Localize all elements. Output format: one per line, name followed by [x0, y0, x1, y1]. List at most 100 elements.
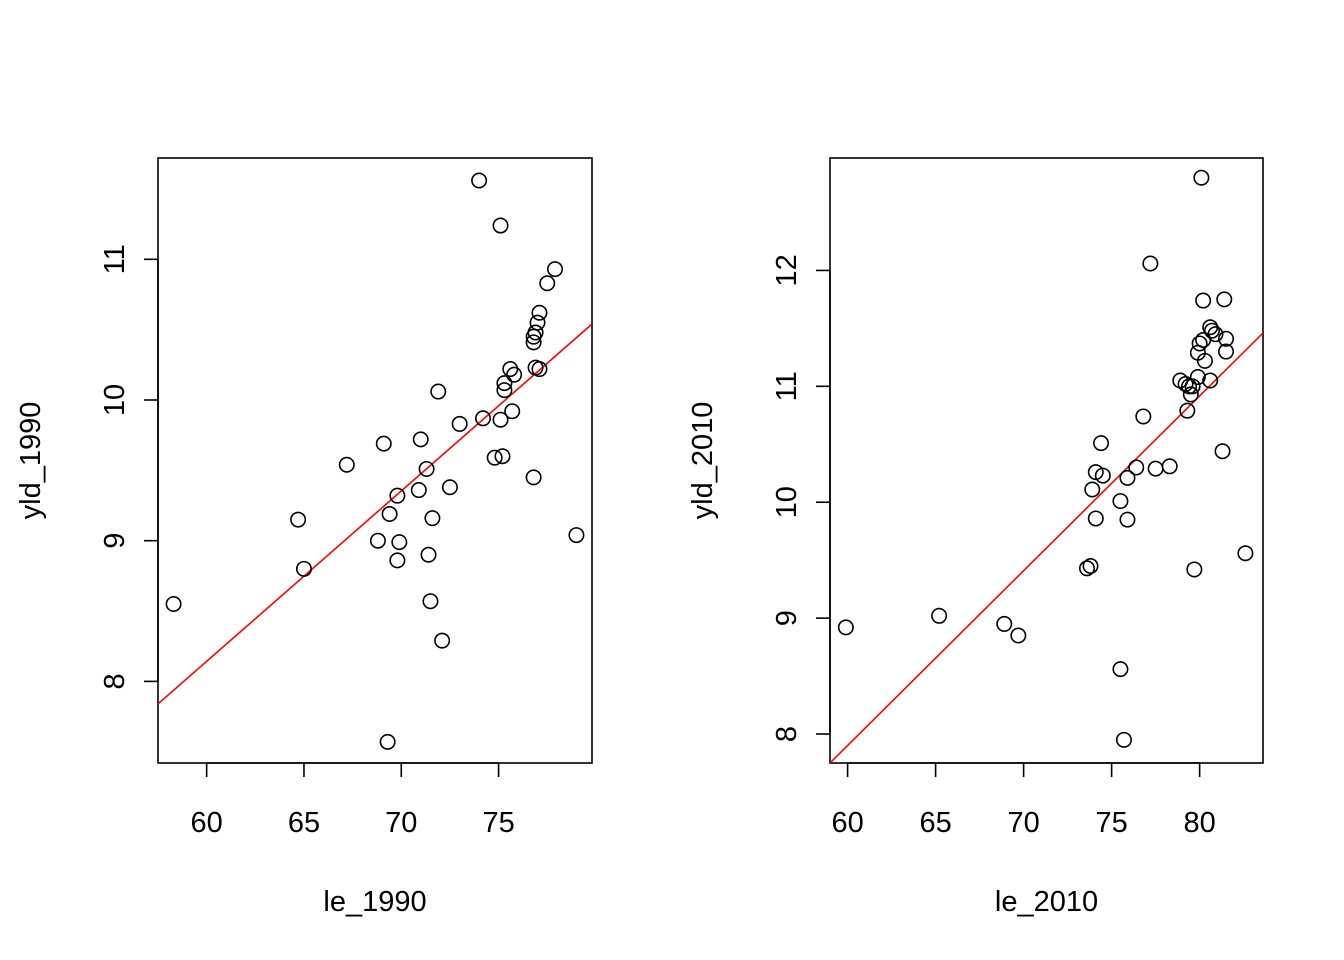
panel-le-2010: 60 65 70 75 80 8 9 10 11 12 le_2010 yld_2010: [687, 157, 1264, 918]
scatter-point: [338, 456, 355, 473]
scatter-point: [1186, 561, 1203, 578]
scatter-point: [1237, 545, 1254, 562]
scatter-point: [412, 431, 429, 448]
scatter-point: [1119, 511, 1136, 528]
panel-le-1990: 60 65 70 75 8 9 10 11 le_1990 yld_1990: [15, 157, 593, 918]
scatter-point: [529, 314, 546, 331]
scatter-point: [1182, 386, 1199, 403]
scatter-point: [1203, 322, 1220, 339]
scatter-point: [1216, 291, 1233, 308]
scatter-point: [1161, 458, 1178, 475]
x-tick-label: 75: [1095, 807, 1127, 839]
scatter-point: [1087, 510, 1104, 527]
scatter-point: [494, 448, 511, 465]
scatter-point: [568, 527, 585, 544]
scatter-point: [1218, 343, 1235, 360]
scatter-point: [1147, 460, 1164, 477]
x-tick-label: 60: [191, 807, 223, 839]
scatter-point: [290, 511, 307, 528]
y-tick-label: 12: [771, 254, 803, 286]
x-axis-title: le_2010: [995, 886, 1098, 918]
scatter-point: [996, 615, 1013, 632]
scatter-point: [391, 534, 408, 551]
scatter-point: [1135, 408, 1152, 425]
scatter-point: [531, 304, 548, 321]
regression-line: [158, 323, 592, 705]
scatter-point: [492, 411, 509, 428]
scatter-point: [1084, 481, 1101, 498]
scatter-point: [496, 382, 513, 399]
scatter-point: [1179, 402, 1196, 419]
scatter-point: [547, 261, 564, 278]
scatter-point: [1010, 627, 1027, 644]
scatter-point: [1189, 369, 1206, 386]
scatter-point: [1196, 352, 1213, 369]
scatter-point: [1094, 467, 1111, 484]
plot-frame: [829, 157, 1264, 764]
y-tick-label: 11: [771, 371, 803, 401]
scatter-point: [420, 546, 437, 563]
scatter-point: [295, 560, 312, 577]
y-axis-title: yld_1990: [15, 402, 47, 520]
scatter-point: [1142, 255, 1159, 272]
scatter-point: [381, 505, 398, 522]
scatter-point: [1214, 443, 1231, 460]
x-tick-label: 60: [831, 807, 863, 839]
scatter-point: [410, 482, 427, 499]
y-axis-title: yld_2010: [687, 402, 719, 520]
scatter-point: [486, 449, 503, 466]
scatter-point: [475, 410, 492, 427]
scatter-point: [451, 415, 468, 432]
scatter-point: [369, 532, 386, 549]
scatter-point: [418, 460, 435, 477]
x-tick-label: 70: [1007, 807, 1039, 839]
x-tick-label: 65: [919, 807, 951, 839]
scatter-point: [1218, 330, 1235, 347]
scatter-point: [389, 487, 406, 504]
y-tick-label: 8: [99, 673, 131, 689]
scatter-point: [430, 383, 447, 400]
x-tick-label: 80: [1184, 807, 1216, 839]
y-tick-label: 11: [99, 244, 131, 274]
scatter-point: [931, 607, 948, 624]
scatter-point: [422, 593, 439, 610]
scatter-point: [375, 435, 392, 452]
scatter-point: [389, 552, 406, 569]
plot-frame: [157, 157, 593, 764]
x-tick-label: 75: [482, 807, 514, 839]
scatter-point: [1078, 560, 1095, 577]
scatter-point: [165, 596, 182, 613]
scatter-point: [1093, 435, 1110, 452]
scatter-point: [1184, 378, 1201, 395]
x-tick-label: 65: [288, 807, 320, 839]
scatter-point: [1119, 469, 1136, 486]
scatter-point: [837, 619, 854, 636]
y-tick-label: 8: [771, 726, 803, 742]
scatter-point: [531, 361, 548, 378]
y-tick-label: 10: [99, 384, 131, 416]
scatter-point: [1195, 292, 1212, 309]
scatter-point: [1207, 326, 1224, 343]
scatter-point: [525, 469, 542, 486]
scatter-point: [1193, 169, 1210, 186]
y-tick-label: 9: [771, 610, 803, 626]
y-tick-label: 9: [99, 533, 131, 549]
scatter-point: [471, 172, 488, 189]
x-axis-title: le_1990: [323, 886, 426, 918]
scatter-point: [496, 375, 513, 392]
y-tick-label: 10: [771, 486, 803, 518]
scatter-point: [504, 403, 521, 420]
scatter-point: [1112, 493, 1129, 510]
scatter-point: [1177, 376, 1194, 393]
x-tick-label: 70: [385, 807, 417, 839]
scatter-point: [1181, 378, 1198, 395]
scatter-point: [492, 217, 509, 234]
scatter-point: [1082, 557, 1099, 574]
scatter-point: [1115, 731, 1132, 748]
scatter-point: [441, 479, 458, 496]
scatter-point: [424, 510, 441, 527]
scatter-point: [539, 275, 556, 292]
scatter-point: [525, 334, 542, 351]
scatter-point: [506, 366, 523, 383]
